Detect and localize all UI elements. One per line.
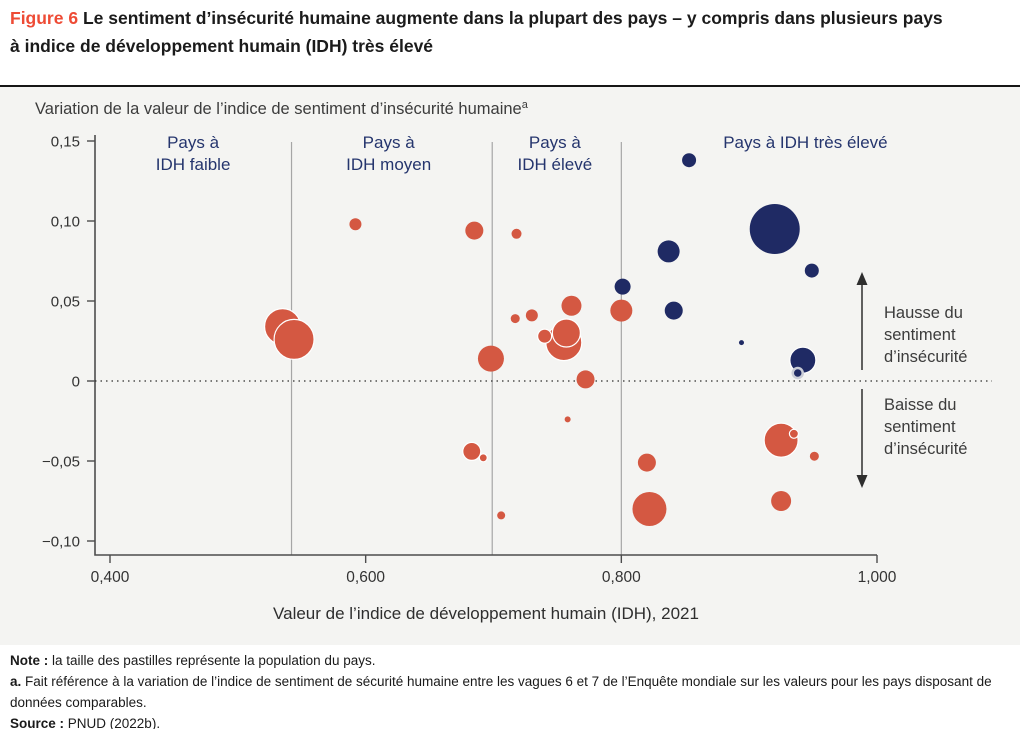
footnote-line: a. Fait référence à la variation de l’in… [10,671,1010,713]
x-tick-label: 0,800 [602,569,641,586]
bubble-navy [804,263,819,278]
hausse-annotation-line: sentiment [884,326,956,344]
x-tick-label: 0,600 [346,569,385,586]
bubble-red [525,309,538,322]
y-axis-title: Variation de la valeur de l’indice de se… [35,99,529,118]
bubble-red [477,345,504,372]
bubble-red [551,318,581,348]
figure-title-line2: à indice de développement humain (IDH) t… [10,36,434,56]
bubble-red [561,295,582,316]
hdi-category-label: Pays à IDH élevé [518,133,593,174]
bubble-red [273,318,315,360]
figure-title-line1: Le sentiment d’insécurité humaine augmen… [82,8,943,28]
figure-title: Figure 6 Le sentiment d’insécurité humai… [10,4,1010,60]
baisse-annotation-line: d’insécurité [884,440,967,458]
note-line: Note : la taille des pastilles représent… [10,650,1010,671]
bubble-red [511,228,522,239]
bubble-navy [614,278,631,295]
footnote-label: a. [10,674,22,689]
x-tick-label: 0,400 [91,569,130,586]
hausse-annotation-line: d’insécurité [884,348,967,366]
y-tick-label: 0,05 [51,294,80,311]
source-text: PNUD (2022b). [67,716,161,729]
hdi-category-label: Pays à IDH très élevé [723,133,887,152]
note-label: Note : [10,653,49,668]
bubble-red [349,218,362,231]
x-axis-title: Valeur de l’indice de développement huma… [273,604,699,623]
bubble-red [462,441,482,461]
bubble-red [632,492,667,526]
y-tick-label: −0,05 [42,454,80,471]
bubble-red [537,328,553,344]
bubble-red [478,453,488,463]
source-label: Source : [10,716,65,729]
bubble-red [763,422,799,458]
hausse-annotation-line: Hausse du [884,304,963,322]
note-text: la taille des pastilles représente la po… [52,653,376,668]
footnote-text: Fait référence à la variation de l’indic… [10,674,992,710]
bubble-red [788,428,800,439]
figure-label: Figure 6 [10,8,79,28]
bubble-navy [682,153,697,168]
source-line: Source : PNUD (2022b). [10,713,1010,729]
bubble-red [564,416,571,423]
bubble-red [497,511,506,520]
y-tick-label: 0,15 [51,134,80,151]
bubble-red [610,299,633,322]
bubble-navy [738,340,744,346]
chart-svg: 0,15 0,10 0,05 0 −0,05 −0,10 0,400 0,600 0,800 1,… [35,99,992,623]
y-tick-label: −0,10 [42,534,80,551]
hdi-category-label: Pays à IDH moyen [346,133,431,174]
bubble-navy [749,204,800,254]
bubble-red [510,314,520,324]
baisse-annotation-line: sentiment [884,418,956,436]
chart-panel: 0,15 0,10 0,05 0 −0,05 −0,10 0,400 0,600 0,800 1,… [0,85,1020,645]
bubble-red [465,221,484,240]
down-arrow-icon [856,475,868,488]
bubble-navy [791,366,804,380]
notes: Note : la taille des pastilles représent… [10,650,1010,729]
bubble-red [809,451,819,461]
bubble-navy [664,301,683,320]
x-tick-label: 1,000 [858,569,897,586]
y-tick-label: 0,10 [51,214,80,231]
bubble-navy [657,240,680,263]
hdi-category-label: Pays à IDH faible [156,133,231,174]
bubble-red [771,491,792,511]
bubble-red [637,453,656,472]
up-arrow-icon [856,272,868,285]
bubble-red [576,370,595,389]
baisse-annotation-line: Baisse du [884,396,956,414]
y-tick-label: 0 [72,374,80,391]
axis-line [94,135,877,556]
